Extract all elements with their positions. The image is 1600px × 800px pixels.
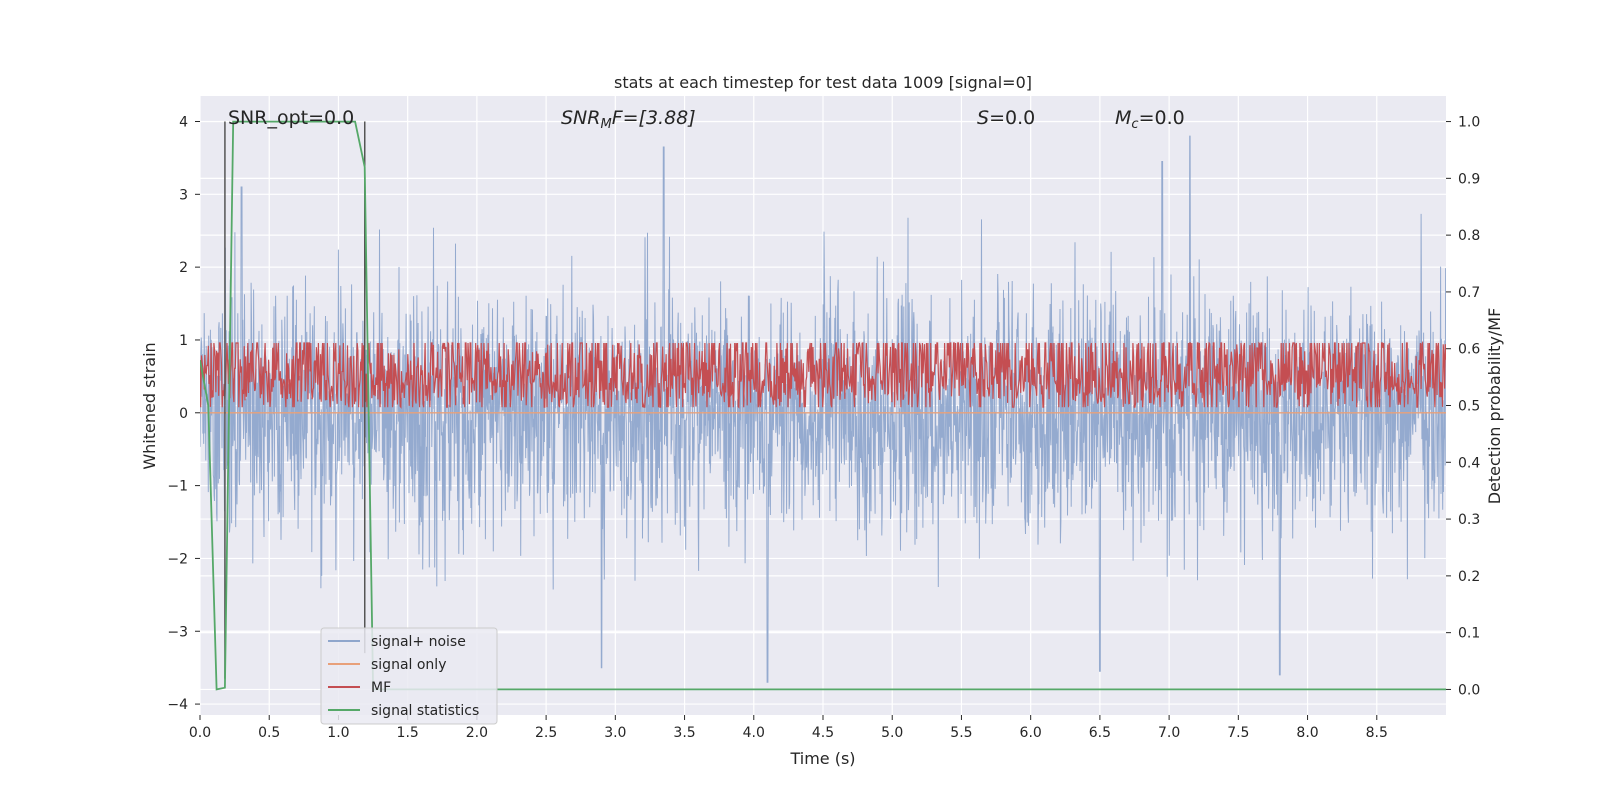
annotation-s: S=0.0 xyxy=(977,107,1035,129)
x-tick-label: 8.5 xyxy=(1366,725,1388,741)
legend-label-signal-noise: signal+ noise xyxy=(371,634,466,650)
x-tick-label: 4.0 xyxy=(743,725,765,741)
x-tick-label: 1.5 xyxy=(397,725,419,741)
y-right-axis-label: Detection probability/MF xyxy=(1485,308,1504,505)
annotation-mc-rest: =0.0 xyxy=(1139,107,1185,129)
series-mf xyxy=(200,340,1446,409)
legend-label-signal-only: signal only xyxy=(371,657,446,673)
annotation-snr-mf-rest: F=[3.88] xyxy=(612,107,696,129)
y-left-tick-label: −3 xyxy=(167,624,188,640)
x-tick-label: 2.5 xyxy=(535,725,557,741)
y-left-tick-label: 3 xyxy=(179,187,188,203)
y-right-tick-label: 0.5 xyxy=(1458,399,1480,415)
y-left-axis-label: Whitened strain xyxy=(140,342,159,469)
annotation-mc: Mc=0.0 xyxy=(1115,107,1185,132)
y-left-tick-label: 2 xyxy=(179,260,188,276)
x-tick-label: 7.0 xyxy=(1158,725,1180,741)
annotation-snr-opt: SNR_opt=0.0 xyxy=(228,107,354,129)
series-signal-statistics xyxy=(200,120,1446,691)
chart-title: stats at each timestep for test data 100… xyxy=(614,73,1032,92)
y-left-tick-label: −2 xyxy=(167,551,188,567)
x-tick-label: 8.0 xyxy=(1296,725,1318,741)
y-right-tick-label: 0.9 xyxy=(1458,171,1480,187)
series-layer xyxy=(200,120,1446,691)
annotation-s-base: S xyxy=(977,107,989,129)
x-tick-label: 7.5 xyxy=(1227,725,1249,741)
y-right-axis-ticks: 0.0 0.1 0.2 0.3 0.4 0.5 0.6 0.7 0.8 0.9 1.0 xyxy=(1446,115,1480,698)
y-right-tick-label: 0.6 xyxy=(1458,342,1480,358)
y-right-tick-label: 0.0 xyxy=(1458,682,1480,698)
x-axis-label: Time (s) xyxy=(789,749,855,768)
x-tick-label: 3.0 xyxy=(604,725,626,741)
x-axis-ticks: 0.0 0.5 1.0 1.5 2.0 2.5 3.0 3.5 4.0 4.5 5.0 5.5 6.0 6… xyxy=(189,715,1388,741)
x-tick-label: 0.0 xyxy=(189,725,211,741)
legend-label-mf: MF xyxy=(371,680,391,696)
y-right-tick-label: 0.8 xyxy=(1458,228,1480,244)
x-tick-label: 5.0 xyxy=(881,725,903,741)
y-left-tick-label: −1 xyxy=(167,479,188,495)
x-tick-label: 2.0 xyxy=(466,725,488,741)
y-left-axis-ticks: −4 −3 −2 −1 0 1 2 3 4 xyxy=(167,114,200,713)
y-right-tick-label: 0.3 xyxy=(1458,512,1480,528)
legend: signal+ noise signal only MF signal stat… xyxy=(320,627,498,725)
y-right-tick-label: 1.0 xyxy=(1458,115,1480,131)
y-right-tick-label: 0.4 xyxy=(1458,455,1480,471)
x-tick-label: 6.0 xyxy=(1020,725,1042,741)
x-tick-label: 4.5 xyxy=(812,725,834,741)
annotation-mc-base: M xyxy=(1115,107,1131,129)
annotation-snr-mf: SNRMF=[3.88] xyxy=(561,107,696,132)
annotation-snr-mf-sub: M xyxy=(600,117,611,132)
y-left-tick-label: 0 xyxy=(179,406,188,422)
annotation-mc-sub: c xyxy=(1131,117,1138,132)
legend-label-signal-statistics: signal statistics xyxy=(371,703,479,719)
y-left-tick-label: −4 xyxy=(167,697,188,713)
x-tick-label: 5.5 xyxy=(950,725,972,741)
x-tick-label: 1.0 xyxy=(327,725,349,741)
y-left-tick-label: 4 xyxy=(179,114,188,130)
annotation-snr-mf-base: SNR xyxy=(561,107,600,129)
y-right-tick-label: 0.7 xyxy=(1458,285,1480,301)
y-left-tick-label: 1 xyxy=(179,333,188,349)
y-right-tick-label: 0.2 xyxy=(1458,569,1480,585)
x-tick-label: 3.5 xyxy=(673,725,695,741)
annotation-s-rest: =0.0 xyxy=(989,107,1035,129)
y-right-tick-label: 0.1 xyxy=(1458,626,1480,642)
legend-box xyxy=(320,627,498,725)
x-tick-label: 6.5 xyxy=(1089,725,1111,741)
x-tick-label: 0.5 xyxy=(258,725,280,741)
